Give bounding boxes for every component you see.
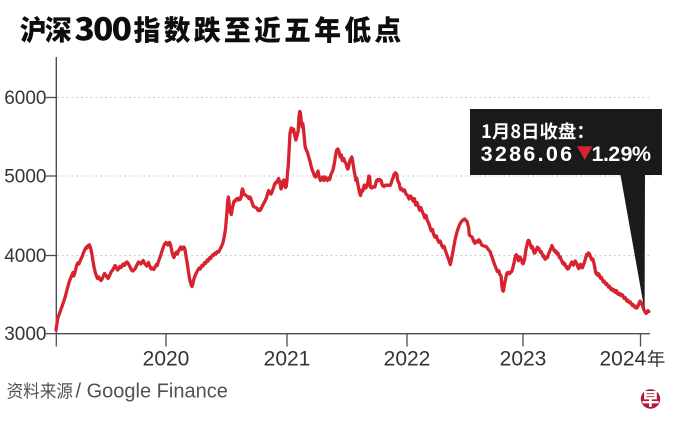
svg-text:3286.06: 3286.06 [481, 142, 575, 166]
svg-text:1: 1 [592, 142, 604, 166]
svg-text:9: 9 [621, 142, 633, 166]
svg-text:3000: 3000 [4, 324, 46, 345]
svg-text:5000: 5000 [4, 167, 46, 188]
svg-text:2021: 2021 [264, 348, 311, 371]
svg-text:6000: 6000 [4, 88, 46, 109]
svg-text:.: . [603, 142, 609, 166]
svg-text:2023: 2023 [500, 348, 547, 371]
svg-text:2022: 2022 [384, 348, 431, 371]
svg-text:2: 2 [608, 142, 620, 166]
svg-text:/ Google Finance: / Google Finance [76, 381, 228, 403]
svg-text:%: % [632, 142, 651, 166]
svg-text:2024: 2024 [600, 348, 647, 371]
svg-text:4000: 4000 [4, 246, 46, 267]
svg-text:2020: 2020 [143, 348, 190, 371]
